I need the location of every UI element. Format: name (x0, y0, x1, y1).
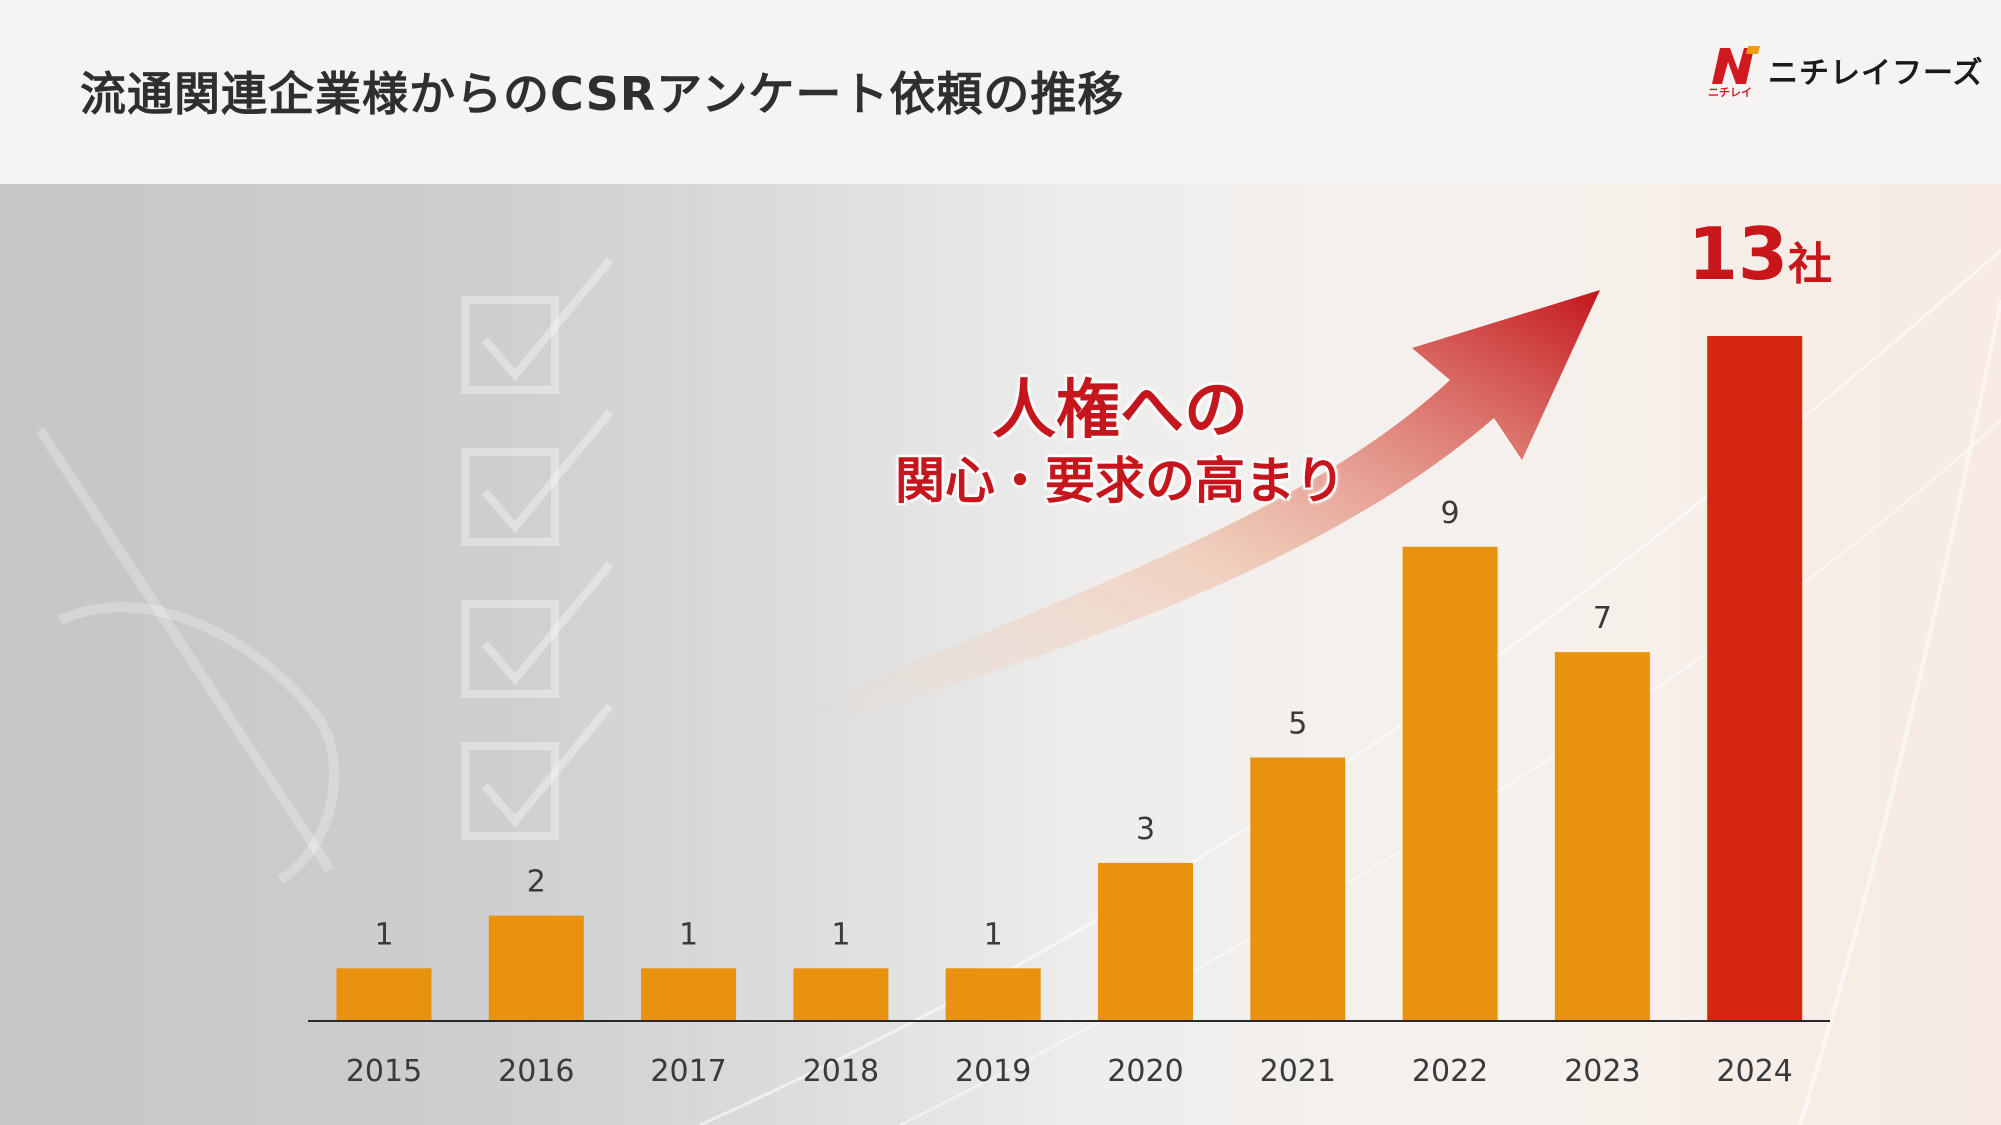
highlight-unit: 社 (1788, 239, 1833, 290)
x-tick-2019: 2019 (955, 1054, 1031, 1089)
value-label-2019: 1 (984, 917, 1003, 952)
value-label-2021: 5 (1288, 707, 1307, 742)
logo-mark-icon (1712, 46, 1760, 84)
bar-2023 (1554, 652, 1650, 1021)
callout-line2: 関心・要求の高まり (895, 452, 1345, 510)
x-tick-2021: 2021 (1260, 1054, 1336, 1089)
bars (336, 336, 1803, 1021)
value-label-2022: 9 (1441, 496, 1460, 531)
logo-text: ニチレイフーズ (1768, 56, 1984, 91)
value-label-2023: 7 (1593, 601, 1612, 636)
bar-2015 (336, 968, 432, 1021)
value-label-2017: 1 (679, 917, 698, 952)
bar-2019 (945, 968, 1041, 1021)
value-label-2020: 3 (1136, 812, 1155, 847)
bar-2016 (488, 915, 584, 1021)
checklist-illustration (461, 257, 614, 840)
trend-swoosh (780, 290, 1600, 735)
x-tick-2018: 2018 (803, 1054, 879, 1089)
x-tick-2023: 2023 (1564, 1054, 1640, 1089)
x-tick-2015: 2015 (346, 1054, 422, 1089)
value-label-2018: 1 (831, 917, 850, 952)
value-label-2015: 1 (374, 917, 393, 952)
bar-2020 (1098, 862, 1193, 1021)
value-labels: 1 2 1 1 1 3 5 9 7 (374, 496, 1611, 953)
highlight-value: 13社 (1680, 212, 1840, 296)
highlight-number: 13 (1687, 212, 1789, 296)
x-tick-2022: 2022 (1412, 1054, 1488, 1089)
header: 流通関連企業様からのCSRアンケート依頼の推移 ニチレイ ニチレイフーズ (0, 0, 2001, 184)
x-tick-2020: 2020 (1107, 1054, 1183, 1089)
bar-2018 (793, 968, 889, 1021)
x-tick-2024: 2024 (1717, 1054, 1793, 1089)
bar-2024 (1707, 336, 1803, 1021)
x-tick-2017: 2017 (650, 1054, 726, 1089)
bar-2017 (641, 968, 737, 1021)
x-tick-labels: 2015 2016 2017 2018 2019 2020 2021 2022 2023 2024 (346, 1054, 1793, 1089)
bar-2021 (1250, 757, 1346, 1021)
company-logo: ニチレイ ニチレイフーズ (1706, 44, 1983, 100)
value-label-2016: 2 (527, 865, 546, 900)
callout-line1: 人権への (992, 374, 1248, 448)
logo-sub-label: ニチレイ (1708, 86, 1752, 99)
page-title: 流通関連企業様からのCSRアンケート依頼の推移 (80, 67, 1125, 121)
trend-callout: 人権への 関心・要求の高まり (880, 372, 1360, 512)
bar-2022 (1402, 546, 1498, 1021)
hand-pen-illustration (35, 427, 340, 885)
x-tick-2016: 2016 (498, 1054, 574, 1089)
